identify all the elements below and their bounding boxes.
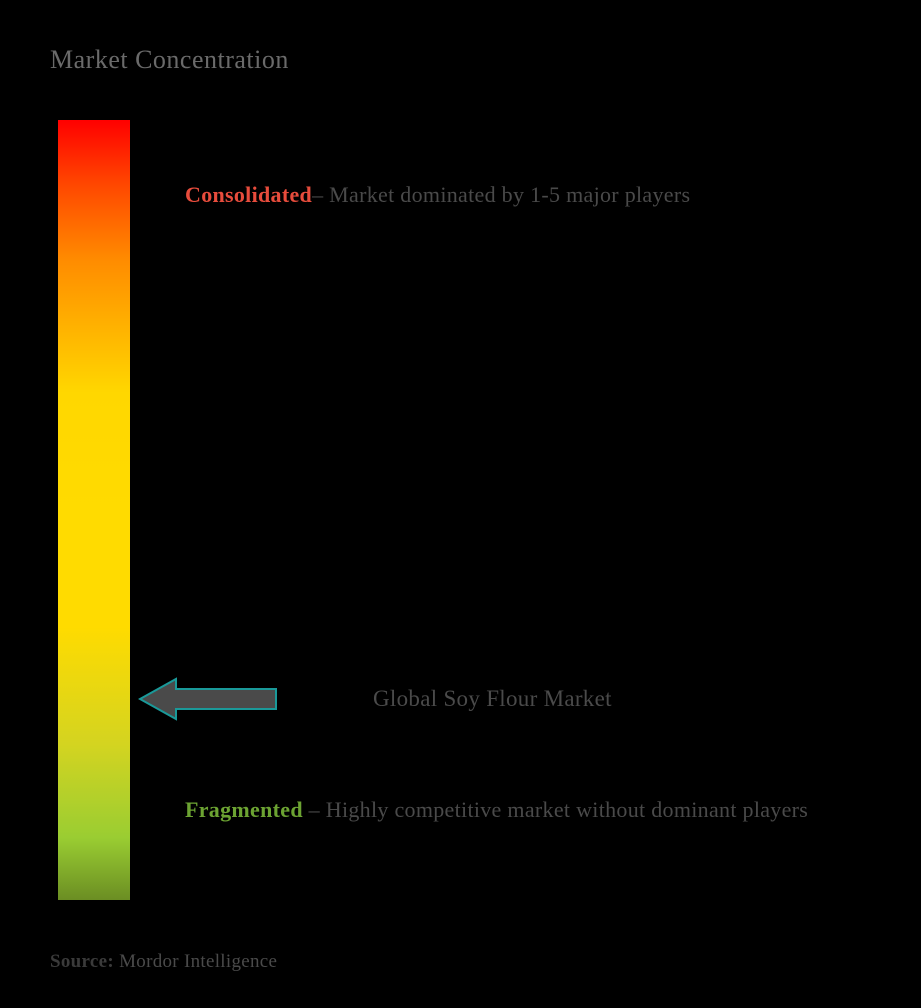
consolidated-highlight: Consolidated bbox=[185, 182, 312, 207]
marker-label: Global Soy Flour Market bbox=[373, 686, 612, 712]
fragmented-description: – Highly competitive market without domi… bbox=[303, 797, 808, 822]
consolidated-label: Consolidated– Market dominated by 1-5 ma… bbox=[185, 175, 851, 215]
arrow-left-icon bbox=[138, 675, 283, 723]
labels-container: Consolidated– Market dominated by 1-5 ma… bbox=[130, 120, 871, 900]
source-label: Source: bbox=[50, 951, 114, 972]
gradient-bar bbox=[58, 120, 130, 900]
chart-title: Market Concentration bbox=[50, 45, 871, 75]
source-attribution: Source: Mordor Intelligence bbox=[50, 951, 277, 973]
market-marker: Global Soy Flour Market bbox=[138, 675, 612, 723]
chart-container: Consolidated– Market dominated by 1-5 ma… bbox=[50, 120, 871, 900]
fragmented-label: Fragmented – Highly competitive market w… bbox=[185, 790, 851, 830]
consolidated-description: – Market dominated by 1-5 major players bbox=[312, 182, 690, 207]
fragmented-highlight: Fragmented bbox=[185, 797, 303, 822]
source-text: Mordor Intelligence bbox=[114, 951, 277, 972]
